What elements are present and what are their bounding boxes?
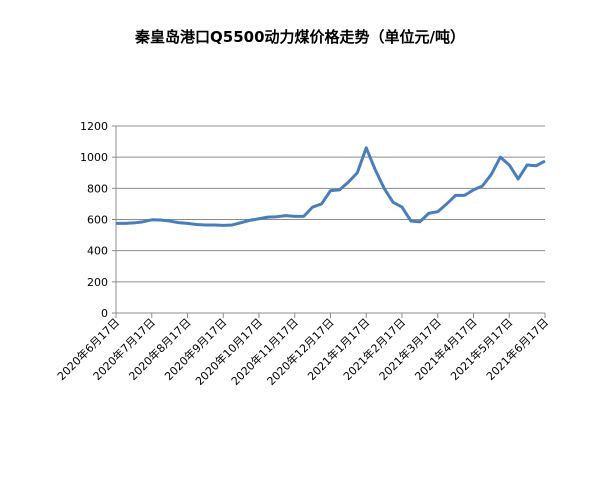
- y-tick-label: 1000: [80, 151, 108, 164]
- chart-title: 秦皇岛港口Q5500动力煤价格走势（单位元/吨）: [134, 28, 465, 46]
- y-tick-label: 400: [87, 245, 108, 258]
- y-tick-label: 0: [101, 307, 108, 320]
- x-tick-label: 2021年1月17日: [304, 315, 372, 383]
- y-tick-label: 200: [87, 276, 108, 289]
- x-tick-label: 2021年4月17日: [412, 315, 480, 383]
- x-tick-label: 2020年11月17日: [228, 315, 301, 388]
- x-tick-label: 2021年2月17日: [340, 315, 408, 383]
- x-tick-label: 2020年8月17日: [126, 315, 194, 383]
- price-line: [116, 146, 546, 227]
- x-tick-label: 2020年12月17日: [264, 315, 337, 388]
- y-tick-label: 800: [87, 182, 108, 195]
- x-tick-label: 2020年10月17日: [192, 315, 265, 388]
- x-tick-label: 2020年7月17日: [90, 315, 158, 383]
- x-tick-label: 2021年5月17日: [447, 315, 515, 383]
- x-tick-label: 2020年6月17日: [54, 315, 122, 383]
- x-tick-label: 2021年3月17日: [376, 315, 444, 383]
- y-tick-label: 600: [87, 214, 108, 227]
- x-tick-label: 2021年6月17日: [483, 315, 551, 383]
- x-tick-label: 2020年9月17日: [161, 315, 229, 383]
- y-tick-label: 1200: [80, 120, 108, 133]
